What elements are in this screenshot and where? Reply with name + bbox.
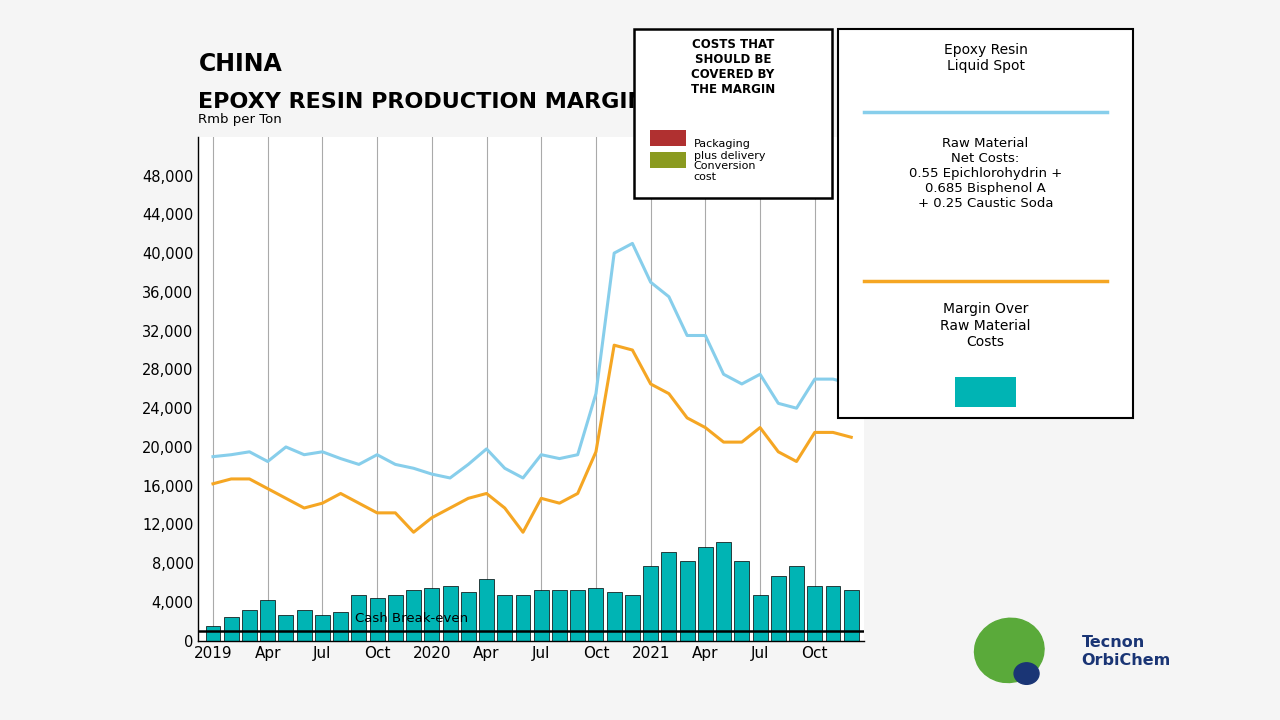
Text: Conversion
cost: Conversion cost [694,161,756,182]
Bar [826,585,841,641]
Bar [333,612,348,641]
Bar [534,590,549,641]
Bar [844,590,859,641]
Text: Margin Over
Raw Material
Costs: Margin Over Raw Material Costs [941,302,1030,348]
Text: CHINA: CHINA [198,52,282,76]
Bar [352,595,366,641]
Bar [443,585,457,641]
Bar [206,626,220,641]
Bar [589,588,603,641]
Bar [735,562,749,641]
Bar [516,595,530,641]
Text: EPOXY RESIN PRODUCTION MARGIN: EPOXY RESIN PRODUCTION MARGIN [198,91,646,112]
Bar [607,593,622,641]
Bar [552,590,567,641]
Bar [753,595,768,641]
Bar [698,546,713,641]
Text: Raw Material
Net Costs:
0.55 Epichlorohydrin +
0.685 Bisphenol A
+ 0.25 Caustic : Raw Material Net Costs: 0.55 Epichlorohy… [909,137,1062,210]
Bar [498,595,512,641]
Bar [461,593,476,641]
Bar [260,600,275,641]
Circle shape [1014,663,1039,684]
Ellipse shape [974,618,1044,683]
Text: Tecnon
OrbiChem: Tecnon OrbiChem [1082,635,1171,668]
Bar [570,590,585,641]
Bar [279,615,293,641]
Bar [297,610,311,641]
Bar [680,562,695,641]
Bar [643,566,658,641]
Bar [425,588,439,641]
Bar [406,590,421,641]
Bar [388,595,403,641]
Bar [224,616,238,641]
Text: Packaging
plus delivery: Packaging plus delivery [694,139,765,161]
Bar [242,610,257,641]
Bar [625,595,640,641]
Bar [808,585,822,641]
Bar [479,579,494,641]
Bar [788,566,804,641]
Bar [315,615,330,641]
Bar [370,598,384,641]
Bar [662,552,676,641]
Text: Cash Break-even: Cash Break-even [356,613,468,626]
Text: Epoxy Resin
Liquid Spot: Epoxy Resin Liquid Spot [943,43,1028,73]
Text: COSTS THAT
SHOULD BE
COVERED BY
THE MARGIN: COSTS THAT SHOULD BE COVERED BY THE MARG… [691,38,774,96]
Text: Rmb per Ton: Rmb per Ton [198,113,282,126]
Bar [716,542,731,641]
Bar [771,576,786,641]
